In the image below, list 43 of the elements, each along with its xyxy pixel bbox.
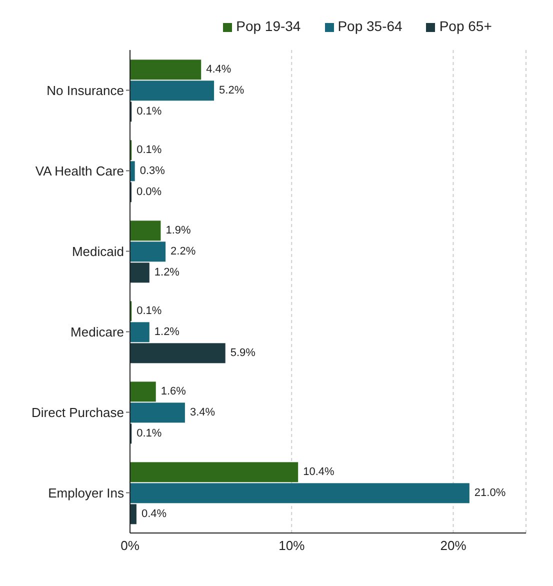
bar [130, 504, 136, 524]
bar [130, 462, 298, 482]
bar [130, 80, 214, 101]
data-label: 0.0% [136, 186, 162, 198]
data-label: 0.4% [141, 508, 167, 520]
data-label: 1.9% [166, 224, 191, 237]
y-tick-label: Employer Ins [48, 485, 124, 500]
data-label: 0.1% [136, 305, 162, 318]
data-label: 5.9% [230, 347, 256, 360]
bar [130, 220, 161, 241]
data-label: 1.2% [154, 266, 180, 279]
data-label: 4.4% [206, 64, 232, 76]
data-label: 0.3% [140, 165, 166, 178]
legend-label: Pop 19-34 [236, 18, 301, 34]
x-tick-label: 0% [120, 538, 140, 554]
bar [130, 322, 150, 342]
x-tick-label: 20% [440, 538, 467, 554]
bar [130, 262, 150, 283]
y-tick-label: VA Health Care [35, 163, 124, 178]
y-tick-label: Medicaid [72, 244, 124, 259]
data-label: 1.2% [154, 326, 180, 338]
y-tick-label: No Insurance [46, 82, 124, 98]
data-label: 2.2% [170, 246, 196, 258]
bar [130, 343, 226, 364]
data-label: 10.4% [303, 466, 335, 478]
bar [130, 382, 156, 402]
bar [130, 161, 135, 182]
data-label: 3.4% [190, 406, 216, 419]
data-label: 0.1% [136, 144, 162, 156]
bar [130, 242, 166, 262]
data-label: 0.1% [136, 428, 162, 440]
y-tick-label: Direct Purchase [32, 404, 124, 420]
y-tick-label: Medicare [70, 324, 124, 340]
bar [130, 402, 185, 423]
data-label: 0.1% [136, 106, 162, 118]
data-label: 21.0% [474, 487, 506, 500]
legend-label: Pop 35-64 [338, 18, 402, 34]
bar [130, 483, 470, 504]
data-label: 1.6% [160, 386, 186, 398]
data-label: 5.2% [219, 84, 244, 97]
bar [130, 60, 202, 80]
x-tick-label: 10% [278, 538, 306, 554]
legend-label: Pop 65+ [439, 18, 492, 34]
